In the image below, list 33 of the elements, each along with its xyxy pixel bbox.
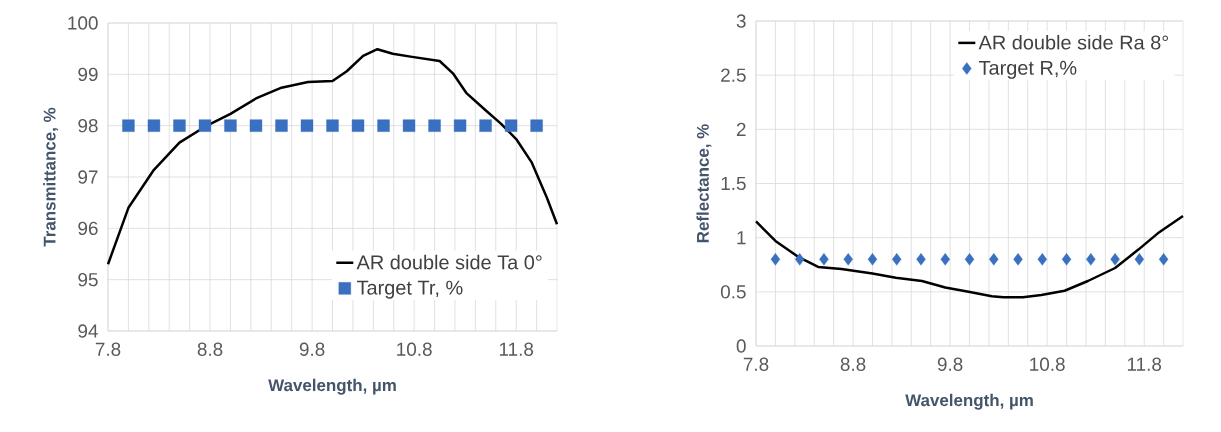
x-axis-title: Wavelength, µm bbox=[905, 393, 1033, 410]
x-tick-label: 8.8 bbox=[840, 357, 866, 371]
x-tick-label: 7.8 bbox=[95, 342, 121, 356]
y-axis-title: Transmittance, % bbox=[43, 107, 59, 247]
x-tick-label: 9.8 bbox=[299, 342, 325, 356]
y-tick-label: 3 bbox=[736, 14, 746, 28]
y-tick-label: 0 bbox=[736, 339, 746, 353]
legend-label: Target Tr, % bbox=[356, 280, 463, 299]
y-axis-title: Reflectance, % bbox=[696, 124, 712, 243]
x-tick-label: 10.8 bbox=[1030, 357, 1065, 371]
x-tick-label: 7.8 bbox=[743, 357, 769, 371]
x-tick-label: 10.8 bbox=[397, 342, 432, 356]
y-tick-label: 2.5 bbox=[721, 68, 746, 82]
y-tick-label: 95 bbox=[78, 272, 98, 287]
x-tick-label: 9.8 bbox=[937, 357, 963, 371]
y-tick-label: 97 bbox=[78, 170, 98, 184]
legend-label: AR double side Ta 0° bbox=[356, 254, 542, 270]
y-tick-label: 1 bbox=[737, 231, 746, 245]
y-tick-label: 99 bbox=[78, 67, 98, 82]
line-series bbox=[754, 214, 1185, 299]
x-tick-label: 8.8 bbox=[197, 342, 223, 356]
y-tick-label: 1.5 bbox=[721, 176, 746, 191]
y-tick-label: 98 bbox=[78, 118, 98, 133]
y-tick-label: 96 bbox=[78, 221, 98, 236]
x-tick-label: 11.8 bbox=[1127, 357, 1162, 371]
legend-label: AR double side Ra 8° bbox=[978, 34, 1169, 50]
y-tick-label: 0.5 bbox=[720, 285, 746, 299]
y-tick-label: 2 bbox=[736, 122, 746, 136]
x-axis-title: Wavelength, µm bbox=[268, 378, 396, 395]
x-tick-label: 11.8 bbox=[499, 342, 534, 356]
legend-label: Target R,% bbox=[979, 60, 1077, 79]
y-tick-label: 94 bbox=[78, 324, 98, 338]
y-tick-label: 100 bbox=[68, 16, 98, 30]
